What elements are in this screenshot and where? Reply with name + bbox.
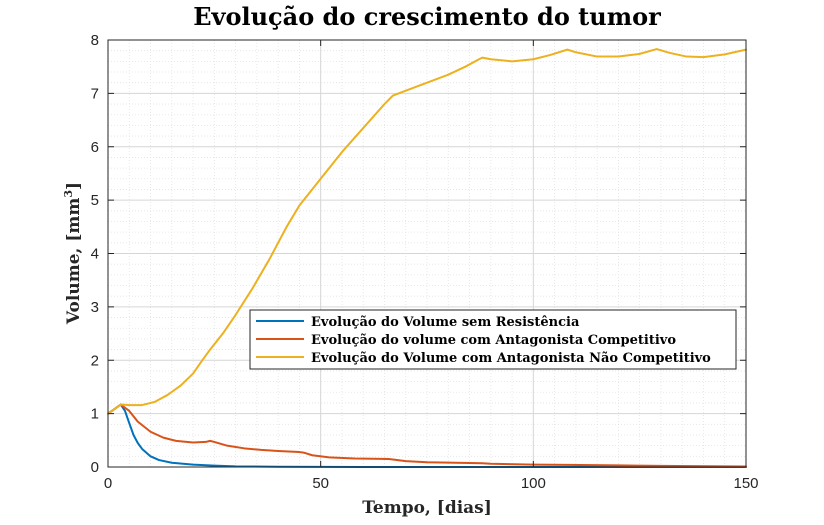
x-tick-label: 50 [312, 475, 329, 492]
legend: Evolução do Volume sem Resistência Evoluç… [249, 309, 737, 370]
x-tick-label: 150 [733, 475, 758, 492]
series-line-2 [107, 403, 747, 468]
legend-label-1: Evolução do Volume sem Resistência [311, 315, 580, 330]
x-tick-label: 0 [104, 475, 112, 492]
y-tick-label: 0 [91, 459, 99, 476]
y-axis-label-main: Volume, [mm [64, 198, 84, 325]
y-tick-label: 5 [91, 192, 99, 209]
chart-title: Evolução do crescimento do tumor [193, 2, 661, 31]
legend-entries: Evolução do Volume sem Resistência Evoluç… [256, 315, 711, 366]
ticks-layer [107, 39, 747, 468]
y-axis-label-superscript: 3 [62, 190, 75, 198]
y-tick-label: 3 [91, 299, 99, 316]
tick-labels-layer: 0 50 100 150 0 1 2 3 4 5 6 7 8 [91, 32, 759, 492]
x-axis-label: Tempo, [dias] [362, 498, 492, 518]
x-tick-label: 100 [521, 475, 546, 492]
y-tick-label: 2 [91, 352, 99, 369]
y-tick-label: 1 [91, 406, 99, 423]
y-axis-label-end: ] [64, 182, 84, 190]
y-tick-label: 4 [91, 246, 99, 263]
y-tick-label: 6 [91, 139, 99, 156]
legend-label-3: Evolução do Volume com Antagonista Não C… [311, 351, 711, 366]
y-tick-label: 7 [91, 85, 99, 102]
y-tick-label: 8 [91, 32, 99, 49]
legend-box [249, 309, 737, 370]
y-axis-label: Volume, [mm3] [62, 182, 84, 325]
legend-label-2: Evolução do volume com Antagonista Compe… [311, 333, 676, 348]
series-line-3 [107, 48, 747, 415]
